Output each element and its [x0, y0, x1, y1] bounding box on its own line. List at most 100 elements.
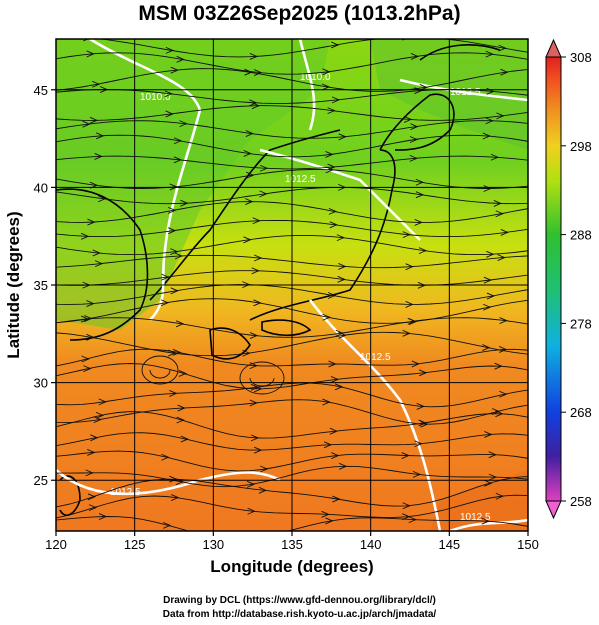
- streamline-arrow: [168, 227, 177, 235]
- streamline-arrow: [498, 346, 508, 353]
- streamline-arrow: [401, 452, 410, 459]
- streamline-arrow: [485, 117, 494, 125]
- streamline-arrow: [86, 333, 95, 341]
- kyushu-coast: [209, 327, 251, 360]
- streamline-arrow: [335, 329, 344, 337]
- streamline-arrow: [322, 68, 331, 76]
- streamline-arrow: [329, 221, 338, 229]
- isobar-label: 1010.0: [140, 92, 171, 103]
- shikoku-coast: [261, 319, 312, 337]
- streamline-arrow: [171, 494, 180, 501]
- streamline-arrow: [247, 507, 256, 515]
- streamline-arrow: [327, 292, 337, 299]
- streamline-arrow: [180, 435, 189, 443]
- streamline-arrow: [242, 349, 251, 357]
- colorbar-tick-label: 258: [570, 494, 592, 509]
- streamline-arrow: [499, 390, 508, 398]
- korea-coast: [56, 188, 149, 341]
- streamline-arrow: [490, 153, 500, 161]
- honshu-coast: [249, 149, 396, 321]
- vortices: [141, 355, 285, 395]
- streamline-arrow: [418, 369, 428, 377]
- streamline-arrow: [338, 133, 347, 141]
- isobar-label: 1012.5: [110, 487, 141, 498]
- streamline-arrow: [330, 41, 340, 49]
- streamline-arrow: [250, 383, 260, 391]
- streamline-arrow: [80, 315, 90, 323]
- streamline-arrow: [500, 68, 509, 76]
- streamline-arrow: [253, 69, 263, 76]
- streamline-arrow: [93, 416, 102, 424]
- streamline-arrow: [416, 402, 425, 410]
- streamline-arrow: [86, 300, 95, 307]
- streamline-arrow: [415, 191, 425, 199]
- streamline-arrow: [338, 331, 347, 339]
- streamline-arrow: [495, 492, 504, 500]
- streamline-arrow: [336, 234, 346, 242]
- streamline-arrow: [409, 154, 418, 162]
- streamline-arrow: [249, 99, 258, 107]
- streamline-arrow: [250, 434, 260, 442]
- streamline-arrow: [246, 171, 255, 179]
- streamline-arrow: [179, 120, 188, 128]
- streamline-arrow: [169, 475, 178, 483]
- isobar-label: 1010.0: [300, 72, 331, 83]
- x-axis-ticks: 120 125 130 135 140 145 150: [45, 531, 539, 552]
- y-tick-label: 40: [34, 180, 48, 195]
- streamline-arrow: [251, 267, 260, 275]
- y-tick-label: 30: [34, 376, 48, 391]
- streamline-arrow: [494, 362, 503, 370]
- streamline-arrow: [98, 513, 108, 520]
- streamline-arrow: [249, 53, 259, 60]
- isobar-1012-east: [308, 299, 442, 531]
- streamline-arrow: [414, 440, 423, 448]
- coastlines: [56, 44, 501, 516]
- streamline-arrow: [414, 87, 423, 95]
- credit-data: Data from http://database.rish.kyoto-u.a…: [162, 609, 437, 620]
- streamline-arrow: [97, 195, 107, 203]
- streamline-arrow: [486, 292, 496, 300]
- streamline-arrow: [258, 486, 268, 494]
- streamline-arrow: [160, 299, 170, 307]
- gridlines: [56, 39, 528, 531]
- streamline-arrow: [173, 156, 183, 164]
- streamline-arrow: [403, 116, 413, 123]
- colorbar-ticks: 258 268 278 288 298 308: [561, 50, 592, 509]
- streamline-arrow: [94, 153, 103, 160]
- colorbar-tick-label: 278: [570, 316, 592, 331]
- streamline-arrow: [402, 502, 411, 510]
- colorbar: 258 268 278 288 298 308: [545, 38, 592, 520]
- streamline-arrow: [325, 151, 334, 158]
- isobar-1012-southeast: [449, 518, 528, 531]
- taiwan-coast: [59, 475, 81, 516]
- streamline-arrow: [483, 185, 492, 192]
- streamline-arrow: [415, 178, 425, 186]
- map-field: 1010.0 1012.5 1010.0 1012.5 1012.5 1012.…: [56, 39, 528, 531]
- streamline-arrow: [410, 53, 420, 60]
- vortex-east: [239, 361, 285, 395]
- streamline-arrow: [245, 198, 254, 205]
- streamline-arrow: [176, 416, 185, 424]
- streamline-arrow: [87, 449, 96, 456]
- streamline-arrow: [164, 90, 173, 98]
- streamline-arrow: [83, 39, 89, 42]
- streamline-arrow: [495, 410, 504, 418]
- streamline-arrow: [412, 470, 422, 478]
- streamline-arrow: [495, 210, 504, 218]
- x-tick-label: 125: [124, 537, 146, 552]
- colorbar-scale: [545, 56, 562, 502]
- x-tick-label: 130: [202, 537, 224, 552]
- streamline-arrow: [323, 441, 333, 449]
- x-tick-label: 150: [517, 537, 539, 552]
- vortex-west: [141, 355, 179, 385]
- streamline-arrow: [177, 404, 186, 412]
- streamline-arrow: [169, 390, 178, 397]
- streamline-arrow: [82, 120, 91, 128]
- isobar-label: 1012.5: [285, 174, 316, 185]
- china-coast: [149, 129, 341, 301]
- isobar-label: 1012.5: [360, 352, 391, 363]
- colorbar-tick-label: 268: [570, 405, 592, 420]
- streamline-arrow: [482, 132, 491, 140]
- streamline-arrow: [338, 462, 348, 470]
- streamline-arrow: [252, 217, 261, 225]
